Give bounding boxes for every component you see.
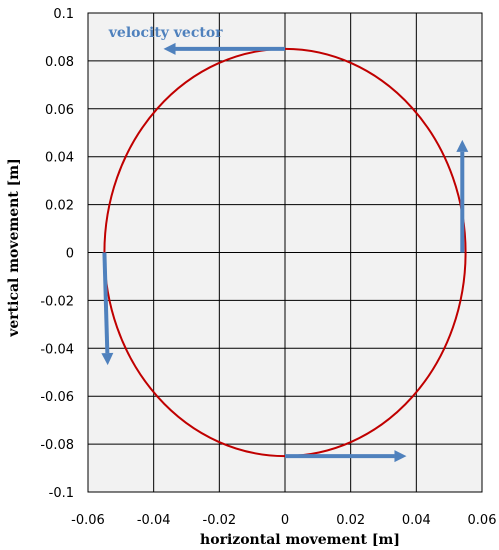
velocity-arrow-1	[456, 139, 469, 253]
x-tick-label-1: -0.04	[137, 513, 171, 528]
y-tick-label-7: 0.04	[45, 151, 74, 166]
y-tick-label-2: -0.06	[40, 390, 74, 405]
x-tick-label-2: -0.02	[203, 513, 237, 528]
y-tick-label-6: 0.02	[45, 199, 74, 214]
y-tick-label-3: -0.04	[40, 342, 74, 357]
y-tick-label-10: 0.1	[53, 7, 74, 22]
y-tick-label-0: -0.1	[49, 486, 74, 501]
x-tick-labels: -0.06 -0.04 -0.02 0 0.02 0.04 0.06	[71, 513, 496, 528]
y-tick-label-1: -0.08	[40, 438, 74, 453]
velocity-arrow-3	[101, 252, 114, 366]
velocity-arrow-2	[285, 450, 407, 463]
y-tick-label-5: 0	[66, 247, 74, 262]
y-tick-label-9: 0.08	[45, 55, 74, 70]
grid	[87, 12, 483, 493]
velocity-arrow-0	[163, 42, 285, 55]
y-tick-label-4: -0.02	[40, 294, 74, 309]
y-axis-label: vertical movement [m]	[6, 158, 22, 338]
arrow-layer	[101, 42, 469, 463]
x-tick-label-6: 0.06	[468, 513, 497, 528]
velocity-vector-annotation: velocity vector	[108, 25, 223, 41]
x-tick-label-3: 0	[281, 513, 289, 528]
y-tick-label-8: 0.06	[45, 103, 74, 118]
x-tick-label-4: 0.02	[336, 513, 365, 528]
y-tick-labels: -0.1 -0.08 -0.06 -0.04 -0.02 0 0.02 0.04 0.06 0.0…	[40, 7, 74, 501]
x-tick-label-5: 0.04	[402, 513, 431, 528]
x-tick-label-0: -0.06	[71, 513, 105, 528]
x-axis-label: horizontal movement [m]	[200, 532, 400, 548]
